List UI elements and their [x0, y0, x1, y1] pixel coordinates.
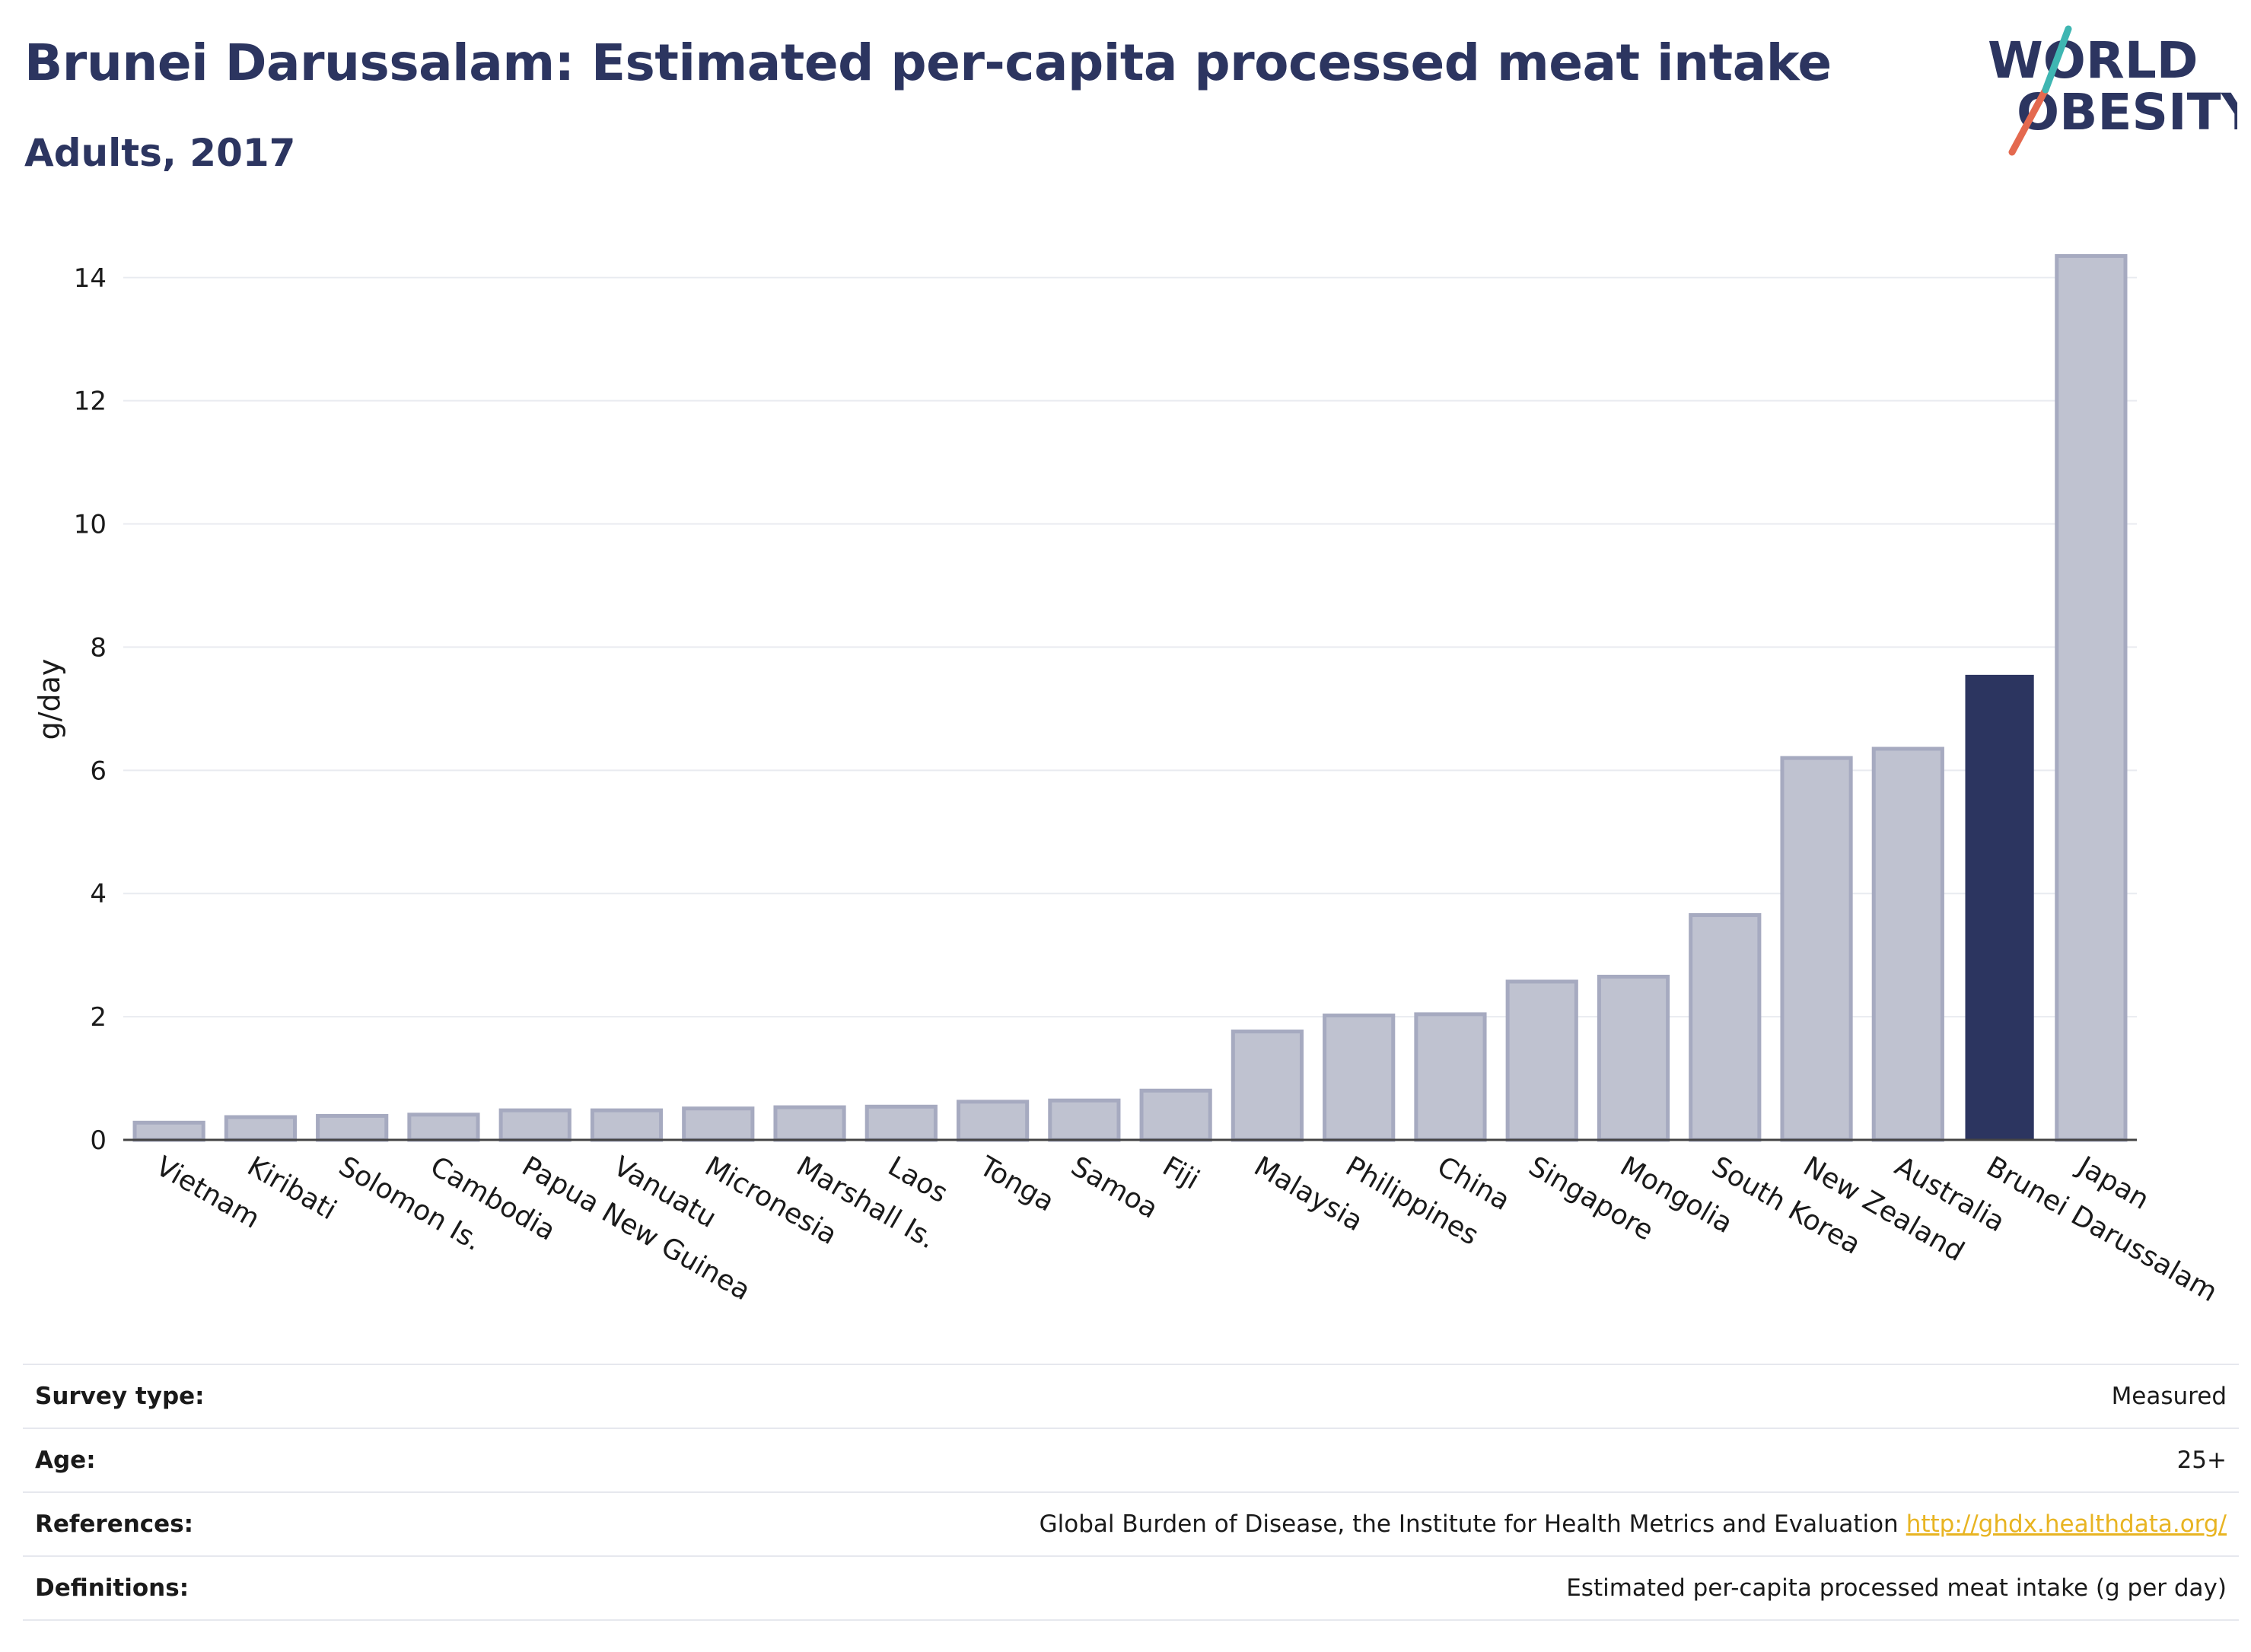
- x-tick-label: Vietnam: [151, 1151, 265, 1235]
- bar: [590, 1108, 664, 1142]
- bar: [1597, 974, 1670, 1142]
- references-label: References:: [35, 1510, 194, 1538]
- logo-slash-teal: [2042, 25, 2072, 94]
- bar: [956, 1100, 1030, 1142]
- info-row-references: References: Global Burden of Disease, th…: [23, 1491, 2239, 1555]
- bar: [316, 1113, 389, 1142]
- y-tick-label: 4: [90, 879, 107, 909]
- bar: [1689, 913, 1762, 1142]
- info-row-definitions: Definitions: Estimated per-capita proces…: [23, 1555, 2239, 1621]
- bar: [864, 1104, 938, 1142]
- survey-type-label: Survey type:: [35, 1383, 205, 1410]
- bar: [132, 1120, 205, 1142]
- age-label: Age:: [35, 1447, 96, 1474]
- bars: [132, 253, 2128, 1142]
- y-tick-label: 12: [74, 387, 107, 417]
- info-row-survey-type: Survey type: Measured: [23, 1364, 2239, 1428]
- y-tick-label: 14: [74, 263, 107, 294]
- info-table: Survey type: Measured Age: 25+ Reference…: [23, 1364, 2239, 1621]
- bar: [2055, 253, 2128, 1142]
- y-axis-label: g/day: [33, 659, 66, 740]
- logo-line1: WORLD: [1988, 31, 2198, 90]
- bar: [1048, 1098, 1121, 1142]
- bar: [1505, 979, 1578, 1142]
- world-obesity-logo: WORLD OBESITY: [1988, 25, 2237, 156]
- bar: [407, 1112, 480, 1142]
- bar: [1139, 1088, 1212, 1142]
- page-title: Brunei Darussalam: Estimated per-capita …: [24, 33, 1832, 92]
- bar: [1871, 746, 1944, 1142]
- y-tick-label: 8: [90, 632, 107, 663]
- x-tick-label: Tonga: [973, 1151, 1059, 1218]
- y-tick-label: 2: [90, 1002, 107, 1033]
- references-text: Global Burden of Disease, the Institute …: [1039, 1510, 1899, 1538]
- definitions-value: Estimated per-capita processed meat inta…: [1566, 1574, 2227, 1602]
- info-row-age: Age: 25+: [23, 1428, 2239, 1491]
- logo-slash-red: [2008, 86, 2049, 156]
- bar: [1231, 1030, 1304, 1142]
- y-axis-ticks: 0 2 4 6 8 10 12 14: [74, 263, 107, 1156]
- age-value: 25+: [2176, 1447, 2227, 1474]
- x-tick-label: Fiji: [1157, 1151, 1205, 1196]
- bar: [1414, 1012, 1487, 1142]
- bar: [1323, 1013, 1396, 1142]
- bar: [1780, 756, 1853, 1142]
- logo-line2: OBESITY: [2017, 83, 2237, 142]
- references-value: Global Burden of Disease, the Institute …: [1040, 1510, 2239, 1538]
- bar: [224, 1115, 298, 1142]
- y-tick-label: 0: [90, 1125, 107, 1156]
- y-tick-label: 6: [90, 756, 107, 786]
- bar: [498, 1108, 572, 1142]
- bar: [682, 1106, 755, 1142]
- bar: [773, 1105, 846, 1142]
- bar-highlight: [1965, 674, 2034, 1140]
- definitions-label: Definitions:: [35, 1574, 189, 1602]
- references-link[interactable]: http://ghdx.healthdata.org/: [1906, 1510, 2227, 1538]
- x-tick-label: Samoa: [1065, 1151, 1163, 1225]
- y-tick-label: 10: [74, 510, 107, 540]
- survey-type-value: Measured: [2111, 1383, 2227, 1410]
- page-subtitle: Adults, 2017: [24, 131, 296, 175]
